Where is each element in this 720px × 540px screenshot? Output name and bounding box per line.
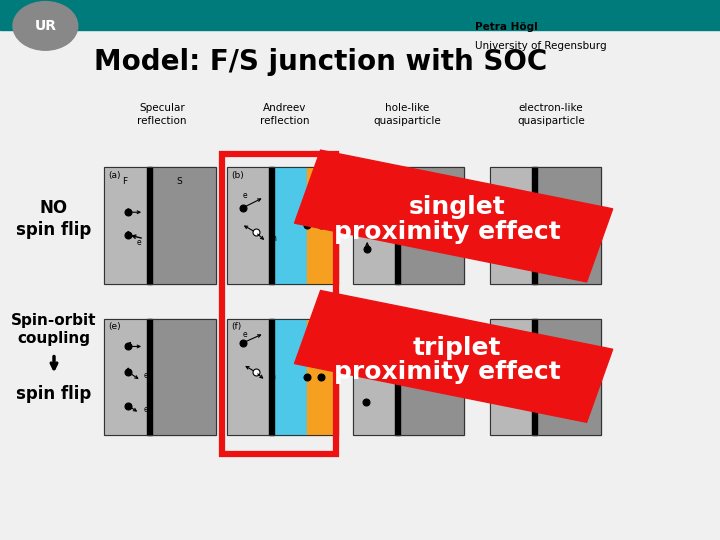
Text: Petra Högl: Petra Högl [475,22,538,32]
Text: e: e [144,371,148,380]
Text: Model: F/S junction with SOC: Model: F/S junction with SOC [94,48,547,76]
Bar [227,319,338,435]
Bar [149,319,216,435]
Bar [104,319,216,435]
Bar [104,167,216,284]
Text: S: S [176,177,182,186]
Text: proximity effect: proximity effect [335,220,561,244]
Bar [222,154,336,454]
Bar [490,319,601,435]
Bar [307,167,338,284]
Bar [307,319,338,435]
Text: 2: 2 [332,201,337,210]
Text: e: e [148,341,152,350]
Text: (e): (e) [109,322,122,331]
Bar [534,319,601,435]
Text: e: e [243,329,247,339]
Bar [147,319,151,435]
Bar [490,167,601,284]
Text: e: e [393,198,397,207]
Bar [531,167,537,284]
Bar [271,167,307,284]
Bar [353,167,397,284]
Text: Specular
reflection: Specular reflection [138,103,186,126]
Text: h: h [271,234,276,243]
Text: University of Regensburg: University of Regensburg [475,40,607,51]
Text: F: F [122,177,127,186]
Bar [490,167,534,284]
Bar [395,167,400,284]
Bar [0,0,720,30]
Text: 2: 2 [332,353,337,361]
Bar [397,319,464,435]
Text: UR: UR [35,19,56,33]
Text: e: e [137,238,141,247]
Bar [147,167,151,284]
Text: e: e [393,349,397,358]
Bar [294,150,613,282]
Text: proximity effect: proximity effect [335,361,561,384]
Bar [490,319,534,435]
Bar [269,167,274,284]
Text: e: e [523,342,528,351]
Bar [395,319,400,435]
Bar [227,319,271,435]
Text: (a): (a) [109,171,121,180]
Bar [104,319,149,435]
Text: spin flip: spin flip [17,385,91,403]
Text: NO
spin flip: NO spin flip [17,199,91,239]
Text: e: e [144,404,148,414]
Text: singlet: singlet [408,195,505,219]
Bar [531,319,537,435]
Circle shape [13,2,78,50]
Bar [227,167,271,284]
Text: Spin-orbit
coupling: Spin-orbit coupling [12,313,96,346]
Text: e: e [523,191,528,200]
Bar [534,167,601,284]
Bar [271,319,307,435]
Bar [227,167,338,284]
Bar [353,319,397,435]
Bar [149,167,216,284]
Bar [353,167,464,284]
Text: (f): (f) [231,322,241,331]
Bar [269,319,274,435]
Bar [353,319,464,435]
Text: triplet: triplet [413,336,501,360]
Text: e: e [148,207,152,216]
Bar [294,291,613,422]
Text: Andreev
reflection: Andreev reflection [260,103,309,126]
Text: electron-like
quasiparticle: electron-like quasiparticle [517,103,585,126]
Text: e: e [243,191,247,200]
Bar [397,167,464,284]
Bar [104,167,149,284]
Text: h: h [270,372,275,381]
Text: (b): (b) [231,171,244,180]
Text: hole-like
quasiparticle: hole-like quasiparticle [373,103,441,126]
